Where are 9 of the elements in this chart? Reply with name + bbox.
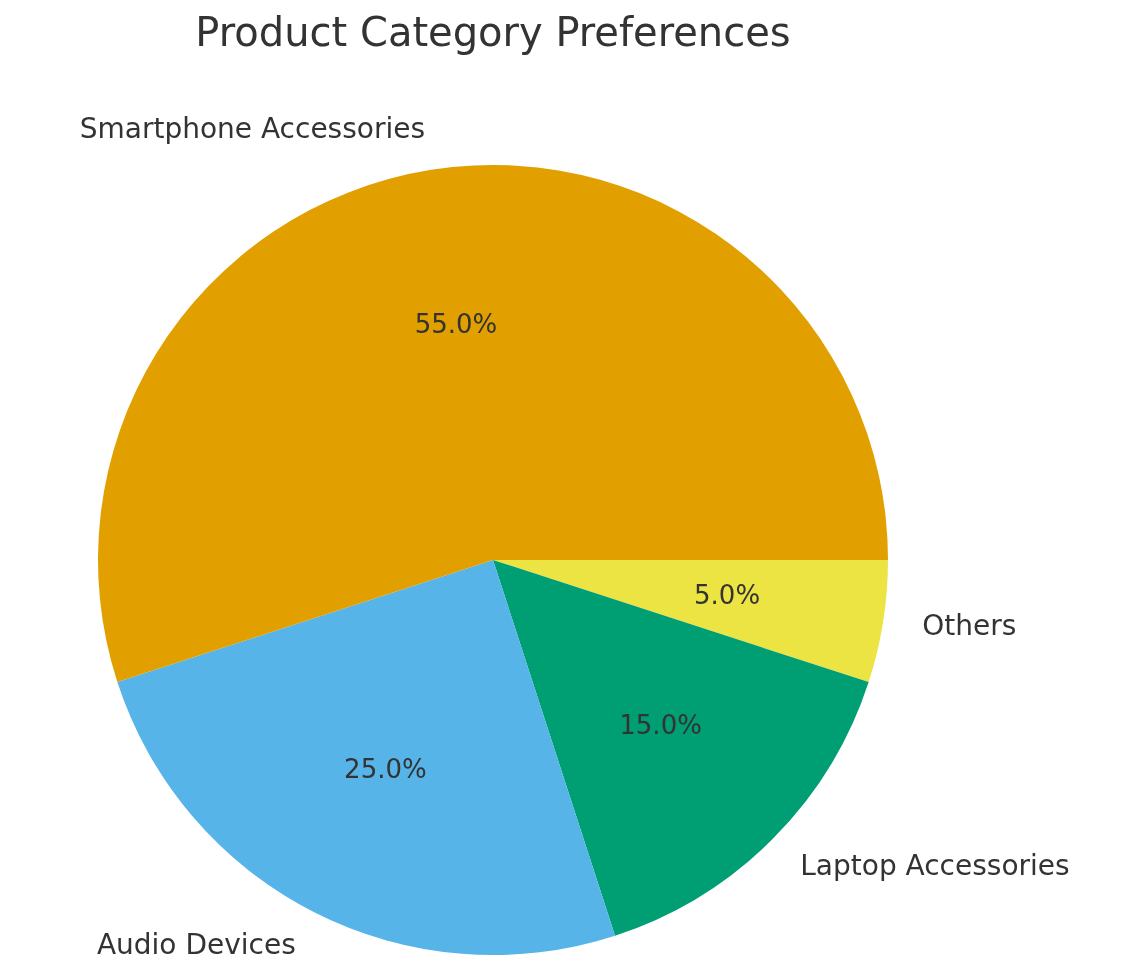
data-label: 15.0% bbox=[619, 710, 702, 741]
slice-label: Laptop Accessories bbox=[800, 848, 1070, 882]
data-label: 55.0% bbox=[414, 308, 498, 339]
data-label: 25.0% bbox=[344, 753, 427, 784]
slice-label: Smartphone Accessories bbox=[79, 112, 426, 146]
slice-label: Others bbox=[922, 609, 1017, 643]
slice-label: Audio Devices bbox=[96, 928, 296, 961]
data-label: 5.0% bbox=[694, 579, 761, 610]
chart-title: Product Category Preferences bbox=[195, 9, 791, 56]
